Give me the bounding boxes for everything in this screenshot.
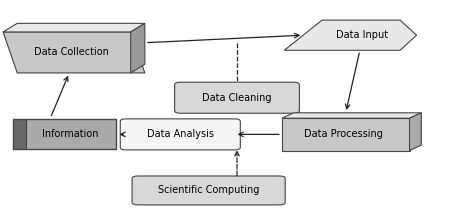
Polygon shape <box>131 23 145 73</box>
Text: Scientific Computing: Scientific Computing <box>158 186 259 196</box>
FancyBboxPatch shape <box>174 82 300 113</box>
Polygon shape <box>282 118 410 151</box>
Text: Data Analysis: Data Analysis <box>147 129 214 139</box>
Text: Information: Information <box>42 129 99 139</box>
Polygon shape <box>410 113 421 151</box>
Polygon shape <box>12 119 26 150</box>
Text: Data Collection: Data Collection <box>34 48 109 58</box>
Polygon shape <box>26 119 117 150</box>
Text: Data Cleaning: Data Cleaning <box>202 93 272 103</box>
Text: Data Processing: Data Processing <box>304 129 383 139</box>
FancyBboxPatch shape <box>132 176 285 205</box>
FancyBboxPatch shape <box>120 119 240 150</box>
Polygon shape <box>284 20 417 50</box>
Polygon shape <box>282 113 421 118</box>
Text: Data Input: Data Input <box>336 30 388 40</box>
Polygon shape <box>3 23 145 32</box>
Polygon shape <box>3 32 145 73</box>
